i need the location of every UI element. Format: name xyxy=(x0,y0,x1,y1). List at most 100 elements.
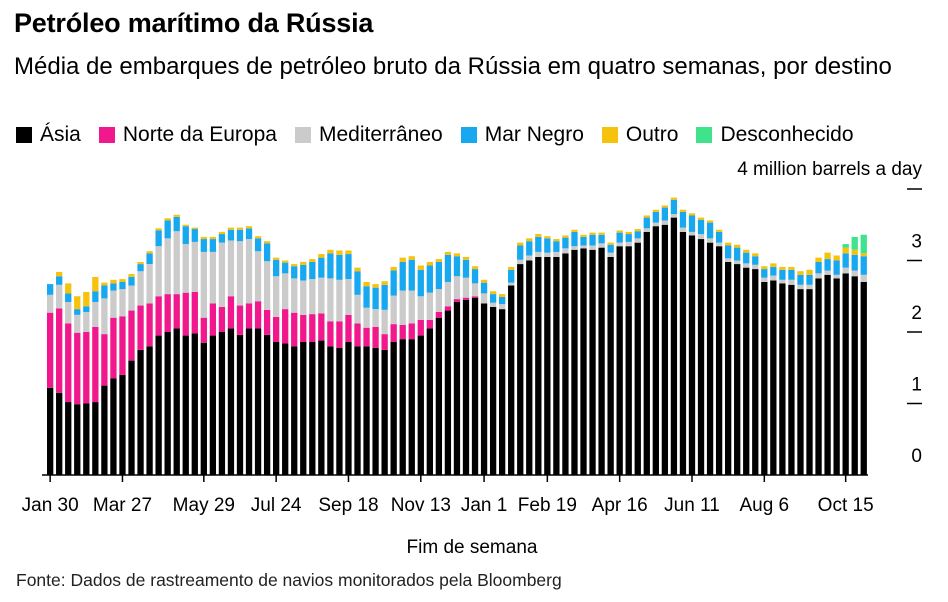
bar-segment-norte-da-europa xyxy=(65,323,72,403)
bar-segment-mar-negro xyxy=(173,216,180,232)
bar-segment-asia xyxy=(706,242,714,476)
bar-segment-outro xyxy=(553,239,560,242)
bar-segment-asia xyxy=(236,334,244,475)
bar-segment-outro xyxy=(544,236,551,239)
bar-segment-asia xyxy=(128,360,135,475)
bar-segment-outro xyxy=(670,197,678,200)
bar-segment-mediterraneo xyxy=(480,293,488,304)
legend-label-outro: Outro xyxy=(625,123,679,146)
bar-segment-asia xyxy=(363,346,370,475)
x-tick-label: Jan 30 xyxy=(22,495,79,516)
bar-segment-mediterraneo xyxy=(824,270,831,275)
bar-segment-desconhecido xyxy=(851,236,858,250)
bar-segment-mar-negro xyxy=(453,256,461,277)
bar-segment-mediterraneo xyxy=(200,251,207,318)
bar-segment-mediterraneo xyxy=(743,263,750,268)
bar-segment-mediterraneo xyxy=(589,245,596,250)
bar-segment-outro xyxy=(697,217,705,220)
legend-label-mar-negro: Mar Negro xyxy=(484,123,584,146)
bar-segment-asia xyxy=(137,349,144,476)
bar-segment-mediterraneo xyxy=(661,220,669,225)
bar-segment-norte-da-europa xyxy=(74,332,81,405)
bar-segment-mediterraneo xyxy=(327,278,334,322)
bar-segment-outro xyxy=(200,236,207,240)
legend-item-norte-da-europa: Norte da Europa xyxy=(98,123,277,147)
bar-segment-mar-negro xyxy=(444,254,452,282)
bar-segment-outro xyxy=(227,227,235,230)
bar-segment-mediterraneo xyxy=(679,227,687,232)
bar-segment-mediterraneo xyxy=(92,301,99,327)
bar-segment-mediterraneo xyxy=(263,261,271,310)
bar-segment-mar-negro xyxy=(218,234,226,243)
bar-segment-norte-da-europa xyxy=(390,324,397,343)
bar-segment-asia xyxy=(842,273,849,475)
bar-segment-mediterraneo xyxy=(218,242,226,307)
bar-segment-outro xyxy=(526,238,533,242)
bar-segment-mar-negro xyxy=(101,285,108,299)
bar-segment-mar-negro xyxy=(56,276,63,285)
bar-segment-mediterraneo xyxy=(399,290,406,325)
bar-segment-asia xyxy=(435,317,443,475)
bar-segment-outro xyxy=(462,256,470,260)
bar-segment-outro xyxy=(589,232,596,235)
bar-segment-mediterraneo xyxy=(788,279,795,285)
bar-segment-asia xyxy=(390,342,397,475)
bar-segment-mediterraneo xyxy=(345,279,352,315)
bar-segment-asia xyxy=(227,328,235,475)
bar-segment-mediterraneo xyxy=(860,274,867,282)
x-tick-label: Apr 16 xyxy=(592,495,648,516)
bar-segment-mar-negro xyxy=(291,266,298,279)
bar-segment-mar-negro xyxy=(652,211,659,223)
bar-segment-mar-negro xyxy=(580,236,587,246)
bar-segment-mediterraneo xyxy=(706,238,714,243)
bar-segment-outro xyxy=(851,249,858,255)
bar-segment-asia xyxy=(110,378,117,476)
bar-segment-mar-negro xyxy=(245,228,253,240)
bar-segment-mar-negro xyxy=(643,217,650,229)
bar-segment-mar-negro xyxy=(860,256,867,275)
bar-segment-mar-negro xyxy=(743,252,750,264)
bar-segment-mediterraneo xyxy=(806,284,813,290)
bar-segment-norte-da-europa xyxy=(345,314,352,343)
bar-segment-mar-negro xyxy=(797,274,804,285)
bar-segment-outro xyxy=(752,253,759,257)
x-tick-label: Jun 11 xyxy=(664,495,720,516)
bar-segment-mediterraneo xyxy=(191,241,198,292)
x-tick-label: Nov 13 xyxy=(391,495,451,516)
bar-segment-asia xyxy=(426,328,433,475)
bar-segment-mediterraneo xyxy=(83,311,90,332)
bar-segment-mediterraneo xyxy=(282,273,289,310)
bar-segment-norte-da-europa xyxy=(128,310,135,361)
bar-segment-mar-negro xyxy=(182,226,189,245)
bar-segment-asia xyxy=(200,342,207,476)
bar-segment-asia xyxy=(860,281,867,475)
bar-segment-mar-negro xyxy=(309,261,316,280)
bar-segment-asia xyxy=(480,303,488,475)
bar-segment-mar-negro xyxy=(390,270,397,296)
bar-segment-norte-da-europa xyxy=(182,292,189,336)
bar-segment-mar-negro xyxy=(833,260,840,275)
bar-segment-asia xyxy=(824,274,831,475)
bar-segment-mediterraneo xyxy=(752,264,759,270)
bar-segment-mediterraneo xyxy=(254,251,262,302)
bar-segment-asia xyxy=(797,289,804,475)
bar-segment-norte-da-europa xyxy=(273,316,280,343)
bar-segment-asia xyxy=(562,253,569,475)
bar-segment-outro xyxy=(562,235,569,238)
bar-segment-mar-negro xyxy=(779,269,786,280)
bar-segment-mar-negro xyxy=(679,211,687,228)
bar-segment-mediterraneo xyxy=(309,279,316,315)
bar-segment-mar-negro xyxy=(553,241,560,252)
bar-segment-mediterraneo xyxy=(435,289,443,312)
bar-segment-mar-negro xyxy=(47,284,54,295)
bar-segment-outro xyxy=(408,256,415,260)
bar-segment-asia xyxy=(598,247,605,475)
bar-segment-norte-da-europa xyxy=(101,334,108,386)
bar-segment-outro xyxy=(634,229,641,232)
bar-segment-asia xyxy=(444,310,452,475)
bar-segment-asia xyxy=(146,346,153,475)
bar-segment-norte-da-europa xyxy=(282,309,289,344)
bar-segment-outro xyxy=(381,281,388,285)
bar-segment-norte-da-europa xyxy=(408,323,415,340)
bar-segment-mar-negro xyxy=(426,265,433,293)
